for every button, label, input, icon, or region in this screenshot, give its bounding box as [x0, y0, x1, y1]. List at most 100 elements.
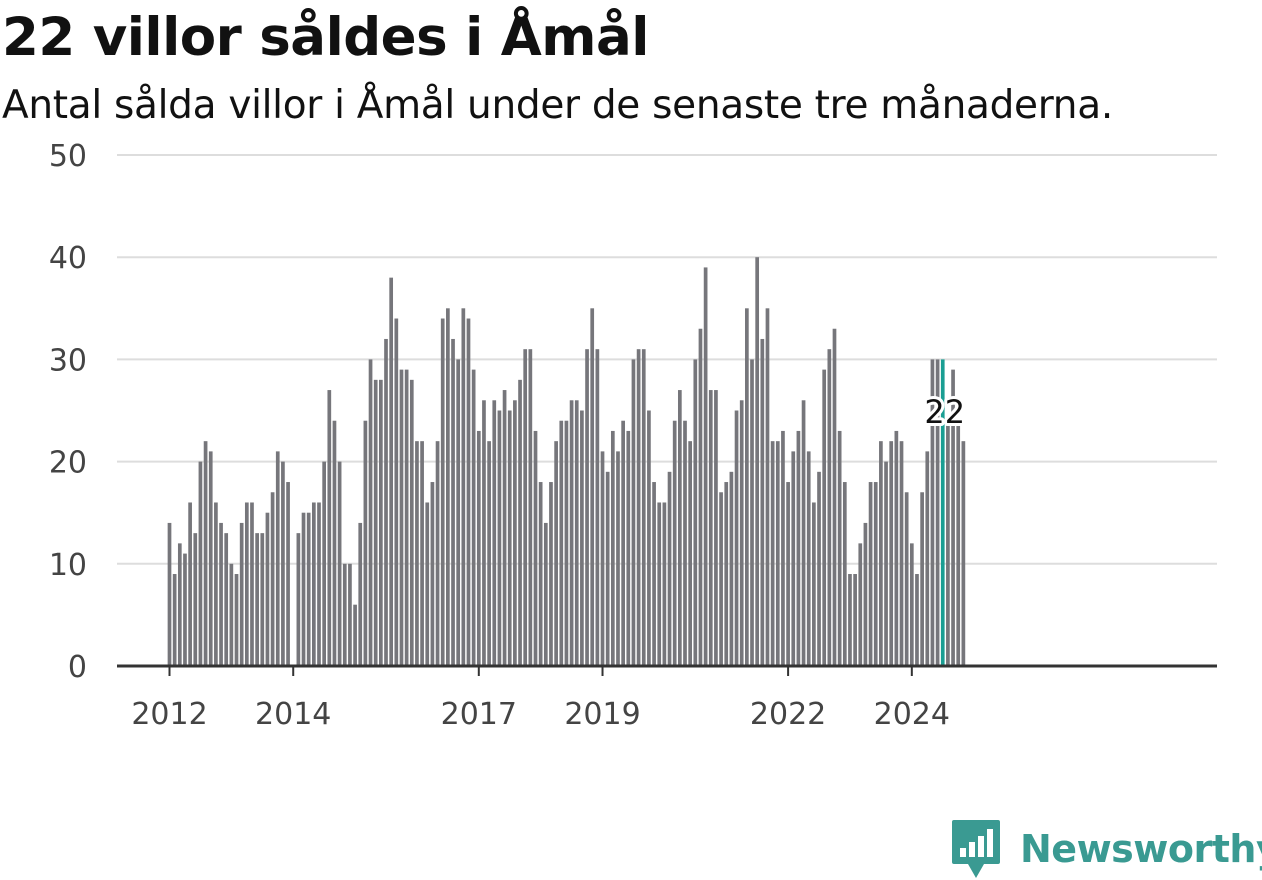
x-axis: [117, 664, 1217, 676]
bar: [177, 543, 182, 666]
bar: [559, 420, 564, 666]
bar: [461, 308, 466, 666]
bar: [523, 349, 528, 666]
bar: [363, 420, 368, 666]
bar: [647, 410, 651, 666]
bar: [812, 502, 816, 666]
bar: [379, 379, 383, 666]
bar: [791, 451, 796, 666]
bar: [904, 492, 909, 666]
bar: [172, 574, 177, 666]
bar: [703, 267, 708, 666]
bar: [951, 369, 955, 666]
bar: [373, 379, 378, 666]
bar: [580, 410, 584, 666]
bar: [301, 512, 306, 666]
bar: [925, 451, 930, 666]
bar: [708, 390, 713, 666]
bar: [667, 471, 672, 666]
y-tick-label: 40: [49, 241, 87, 276]
bar: [693, 359, 698, 666]
bar: [961, 441, 966, 666]
bar: [311, 502, 316, 666]
bar: [554, 441, 558, 666]
bar: [203, 441, 208, 666]
bar: [719, 492, 723, 666]
bar: [755, 257, 760, 666]
bar: [884, 461, 888, 666]
bar: [368, 359, 373, 666]
bar: [616, 451, 620, 666]
bar: [167, 522, 172, 666]
bar: [631, 359, 636, 666]
bar: [946, 420, 950, 666]
bar: [585, 349, 589, 666]
bar: [482, 400, 486, 666]
bar: [466, 318, 471, 666]
bar: [605, 471, 610, 666]
bar: [296, 533, 301, 666]
bar: [275, 451, 280, 666]
bar: [930, 359, 935, 666]
bar: [244, 502, 249, 666]
bar: [641, 349, 646, 666]
bar: [420, 441, 424, 666]
bar: [574, 400, 579, 666]
bar: [848, 574, 852, 666]
bar: [342, 563, 347, 666]
bar: [358, 522, 363, 666]
bar: [476, 430, 481, 666]
bar: [286, 482, 290, 666]
bar: [677, 390, 682, 666]
bar: [894, 430, 899, 666]
bar: [332, 420, 337, 666]
bar: [899, 441, 904, 666]
bar: [796, 430, 801, 666]
bar: [909, 543, 914, 666]
bar: [683, 420, 687, 666]
bar: [889, 441, 894, 666]
bar: [806, 451, 811, 666]
bar: [729, 471, 734, 666]
bar: [507, 410, 512, 666]
bar: [734, 410, 739, 666]
bar: [636, 349, 641, 666]
y-tick-label: 0: [68, 650, 87, 685]
bar: [446, 308, 450, 666]
y-tick-label: 20: [49, 446, 87, 481]
bar: [260, 533, 265, 666]
y-tick-label: 30: [49, 343, 87, 378]
bar: [543, 522, 548, 666]
bar: [502, 390, 507, 666]
bar: [781, 430, 785, 666]
bar: [801, 400, 806, 666]
bar: [935, 359, 940, 666]
bar: [863, 522, 868, 666]
bar: [626, 430, 631, 666]
bar: [255, 533, 259, 666]
x-tick-label: 2017: [441, 697, 517, 732]
bar: [188, 502, 192, 666]
bar: [353, 604, 357, 666]
bar: [183, 553, 187, 666]
bar: [652, 482, 656, 666]
bar: [549, 482, 553, 666]
bar: [229, 563, 234, 666]
bar: [765, 308, 770, 666]
bar: [306, 512, 311, 666]
bar: [317, 502, 321, 666]
bar: [538, 482, 543, 666]
bar: [471, 369, 476, 666]
bar: [513, 400, 517, 666]
bar: [760, 338, 765, 666]
bar: [837, 430, 842, 666]
bar: [739, 400, 744, 666]
x-tick-label: 2012: [131, 697, 207, 732]
bar: [842, 482, 847, 666]
bar: [214, 502, 218, 666]
bar: [956, 420, 961, 666]
bar: [688, 441, 693, 666]
bar: [822, 369, 827, 666]
bar: [832, 328, 837, 666]
bar: [348, 563, 352, 666]
